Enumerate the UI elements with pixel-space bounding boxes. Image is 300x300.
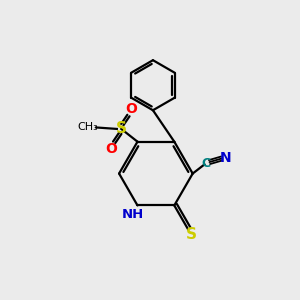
Text: O: O (105, 142, 117, 156)
Text: NH: NH (122, 208, 144, 221)
Text: S: S (116, 122, 127, 136)
Text: CH₃: CH₃ (77, 122, 98, 133)
Text: N: N (219, 151, 231, 165)
Text: C: C (201, 157, 211, 170)
Text: O: O (126, 102, 137, 116)
Text: S: S (186, 227, 197, 242)
